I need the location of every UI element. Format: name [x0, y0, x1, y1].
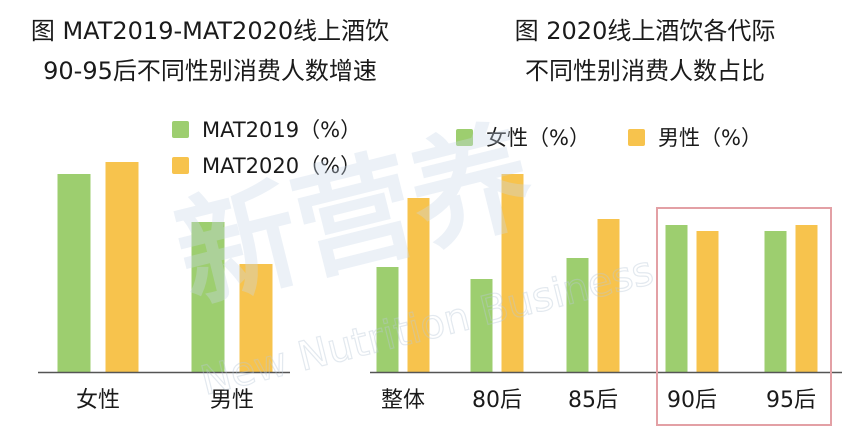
legend-label: MAT2020（%）: [202, 154, 362, 178]
chart2-bar-yellow: [407, 198, 430, 372]
chart2-bar-yellow: [795, 225, 818, 372]
legend-swatch-yellow: [628, 128, 645, 146]
chart2-bar-green: [470, 279, 493, 372]
chart1-bar-yellow: [239, 264, 273, 372]
chart1-category-label: 男性: [210, 388, 254, 413]
chart2-bar-green: [764, 231, 787, 372]
chart2-bar-yellow: [597, 219, 620, 372]
chart2-title: 图 2020线上酒饮各代际: [514, 17, 776, 45]
chart2-bar-green: [566, 258, 589, 372]
chart2-legend-item-female: 女性（%）: [456, 122, 590, 152]
chart2-category-label: 整体: [381, 388, 425, 413]
chart1-bar-green: [57, 174, 91, 372]
chart2-category-label: 80后: [472, 388, 522, 413]
chart1-legend-item-mat2019: MAT2019（%）: [172, 114, 361, 144]
legend-label: MAT2019（%）: [202, 118, 362, 142]
legend-label: 女性（%）: [486, 126, 590, 150]
chart1-legend-item-mat2020: MAT2020（%）: [172, 150, 361, 180]
chart1-subtitle: 90-95后不同性别消费人数增速: [43, 57, 377, 85]
chart2-subtitle: 不同性别消费人数占比: [525, 57, 765, 85]
chart2-bar-green: [665, 225, 688, 372]
chart2-bar-yellow: [501, 174, 524, 372]
chart1-bar-green: [191, 222, 225, 372]
legend-label: 男性（%）: [658, 126, 762, 150]
chart2-bar-yellow: [696, 231, 719, 372]
legend-swatch-yellow: [172, 156, 189, 174]
chart1-category-label: 女性: [76, 388, 120, 413]
chart1-bar-yellow: [105, 162, 139, 372]
legend-swatch-green: [172, 120, 189, 138]
chart1-title: 图 MAT2019-MAT2020线上酒饮: [30, 17, 390, 45]
chart2-category-label: 95后: [766, 388, 816, 413]
chart2-category-label: 90后: [667, 388, 717, 413]
legend-swatch-green: [456, 128, 473, 146]
chart2-legend-item-male: 男性（%）: [628, 122, 762, 152]
chart2-category-label: 85后: [568, 388, 618, 413]
chart2-bar-green: [376, 267, 399, 372]
highlight-box: [656, 207, 832, 426]
